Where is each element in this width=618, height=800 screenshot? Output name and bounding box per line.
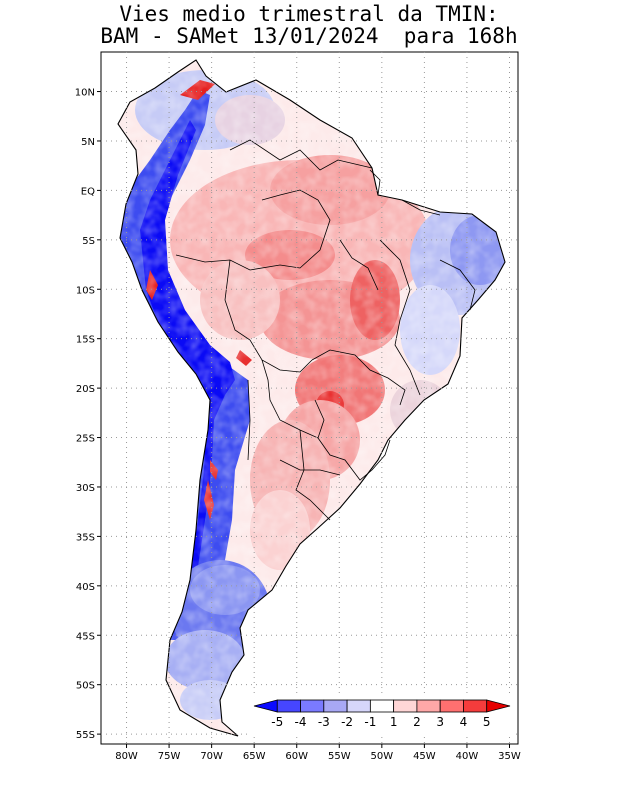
lon-tick-label: 75W (158, 751, 181, 762)
bias-field (118, 60, 505, 736)
colorbar-swatch (369, 699, 395, 713)
lat-tick-label: 10N (75, 88, 95, 99)
colorbar-swatch (346, 699, 371, 713)
lat-tick-label: EQ (81, 186, 95, 197)
lat-tick-label: 5S (82, 236, 95, 247)
colorbar-label: 3 (436, 715, 444, 729)
lat-tick-label: 35S (76, 532, 95, 543)
lon-tick-label: 45W (413, 751, 436, 762)
lat-tick-label: 10S (76, 285, 95, 296)
colorbar-swatch (276, 699, 301, 713)
lat-tick-label: 20S (76, 384, 95, 395)
lat-tick-label: 50S (76, 681, 95, 692)
colorbar-label: 5 (483, 715, 491, 729)
colorbar: -5 -4 -3 -2 -1 1 2 3 4 5 (248, 696, 516, 736)
lon-tick-label: 55W (328, 751, 351, 762)
lat-tick-label: 5N (81, 137, 95, 148)
colorbar-swatch (463, 699, 488, 713)
lon-tick-label: 40W (456, 751, 479, 762)
lat-tick-label: 55S (76, 730, 95, 741)
lon-tick-label: 50W (371, 751, 394, 762)
lat-tick-label: 30S (76, 483, 95, 494)
country-borders (175, 139, 476, 521)
colorbar-swatch (486, 699, 511, 713)
colorbar-swatch (300, 699, 325, 713)
chart-title-line1: Vies medio trimestral da TMIN: (119, 2, 499, 26)
lon-tick-label: 65W (243, 751, 266, 762)
lat-tick-label: 15S (76, 335, 95, 346)
lat-lon-grid (101, 52, 518, 744)
colorbar-label: 2 (413, 715, 421, 729)
colorbar-swatch (323, 699, 348, 713)
lat-tick-label: 45S (76, 631, 95, 642)
colorbar-label: -4 (295, 715, 307, 729)
map-frame (100, 51, 519, 745)
lon-tick-label: 35W (498, 751, 521, 762)
lon-tick-label: 60W (285, 751, 308, 762)
colorbar-label: 4 (460, 715, 468, 729)
colorbar-label: 1 (390, 715, 398, 729)
colorbar-label: -3 (318, 715, 330, 729)
colorbar-swatch (393, 699, 418, 713)
lat-tick-label: 25S (76, 434, 95, 445)
lon-tick-label: 70W (200, 751, 223, 762)
colorbar-label: -5 (271, 715, 283, 729)
colorbar-swatch (439, 699, 464, 713)
lon-tick-label: 80W (115, 751, 138, 762)
colorbar-swatch (416, 699, 441, 713)
colorbar-label: -1 (364, 715, 376, 729)
colorbar-label: -2 (341, 715, 353, 729)
lat-tick-label: 40S (76, 582, 95, 593)
chart-title-line2: BAM - SAMet 13/01/2024 para 168h (100, 24, 518, 48)
